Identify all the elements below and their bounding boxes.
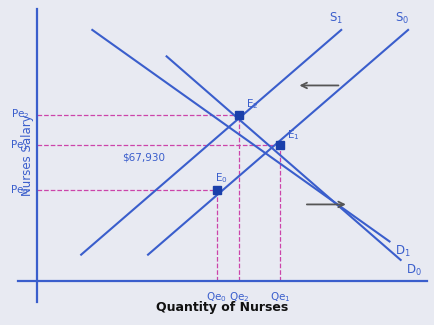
Text: D$_0$: D$_0$ — [405, 263, 421, 278]
Text: Qe$_0$: Qe$_0$ — [206, 290, 227, 304]
Text: Pe$_0$: Pe$_0$ — [10, 183, 29, 197]
Text: Qe$_2$: Qe$_2$ — [228, 290, 249, 304]
Text: E$_1$: E$_1$ — [286, 128, 299, 142]
Text: S$_1$: S$_1$ — [328, 11, 342, 26]
Text: Pe$_2$: Pe$_2$ — [10, 108, 29, 122]
X-axis label: Quantity of Nurses: Quantity of Nurses — [156, 301, 288, 314]
Text: E$_2$: E$_2$ — [245, 98, 258, 111]
Y-axis label: Nurses Salary: Nurses Salary — [21, 115, 34, 196]
Text: Qe$_1$: Qe$_1$ — [269, 290, 289, 304]
Text: S$_0$: S$_0$ — [395, 11, 409, 26]
Text: $67,930: $67,930 — [122, 153, 164, 163]
Text: Pe$_1$: Pe$_1$ — [10, 138, 29, 152]
Text: D$_1$: D$_1$ — [394, 244, 410, 259]
Text: E$_0$: E$_0$ — [214, 171, 227, 185]
